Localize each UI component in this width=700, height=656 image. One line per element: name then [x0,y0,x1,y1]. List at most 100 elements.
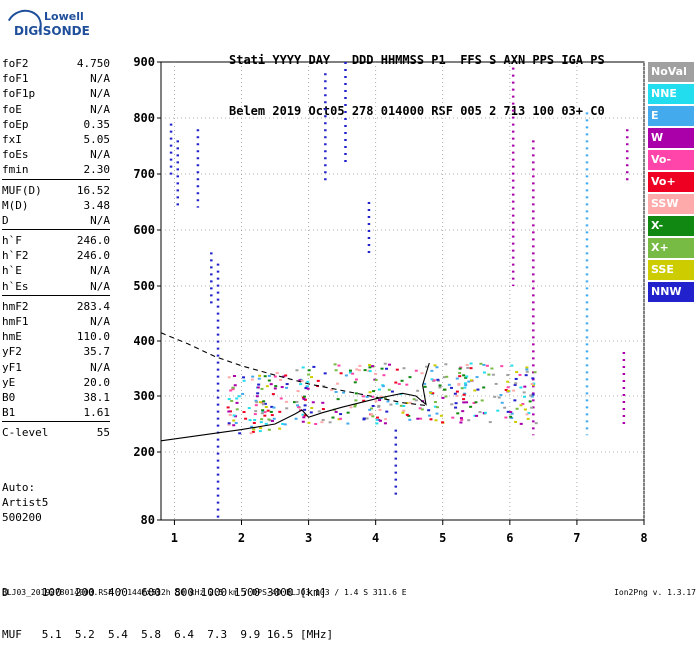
echo-point [455,377,459,380]
echo-point [504,416,508,419]
echo-point [244,417,248,420]
param-separator [2,178,110,180]
echo-point [275,371,279,374]
echo-point [462,393,466,396]
param-row: foF2 4.750 [2,56,110,71]
echo-point [331,416,335,419]
param-row: fxI 5.05 [2,132,110,147]
echo-point [254,399,258,402]
echo-point [256,392,260,395]
echo-point [377,388,381,391]
echo-point [532,382,536,385]
echo-point [272,417,276,420]
echo-point [462,401,466,404]
echo-point [514,382,518,385]
echo-point [525,366,529,369]
echo-point [339,413,343,416]
echo-point [355,368,359,371]
echo-point [284,400,288,403]
echo-point [260,387,264,390]
echo-point [227,422,231,425]
echo-point [394,381,398,384]
echo-point [251,375,255,378]
param-row: foE N/A [2,102,110,117]
param-value: N/A [90,315,110,328]
echo-point [354,392,358,395]
echo-point [500,365,504,368]
echo-point [526,417,530,420]
echo-point [453,392,457,395]
echo-point [445,375,449,378]
echo-point [490,367,494,370]
echo-point [522,395,526,398]
param-row: M(D) 3.48 [2,198,110,213]
echo-point [254,404,258,407]
echo-point [257,383,261,386]
echo-point [506,380,510,383]
param-name: h`Es [2,279,29,293]
echo-point [375,418,379,421]
echo-point [354,378,358,381]
echo-point [449,386,453,389]
echo-point [267,379,271,382]
footer-info: BLJ03_2019278014000.RSF / 144fx512h 50 k… [2,588,407,597]
legend-item: SSE [648,260,694,280]
echo-point [348,371,352,374]
echo-point [444,363,448,366]
version-label: Ion2Png v. 1.3.17 [614,588,696,597]
echo-point [304,387,308,390]
echo-point [337,418,341,421]
echo-point [462,398,466,401]
x-tick-label: 2 [238,531,245,545]
echo-point [531,377,535,380]
echo-point [266,409,270,412]
param-name: hmE [2,330,22,344]
x-tick-label: 8 [640,531,647,545]
x-tick-label: 3 [305,531,312,545]
legend-item: W [648,128,694,148]
echo-point [399,404,403,407]
echo-point [384,418,388,421]
echo-point [242,376,246,379]
echo-point [270,419,274,422]
echo-point [368,408,372,411]
echo-point [279,378,283,381]
param-row: foF1 N/A [2,71,110,86]
param-value: 246.0 [76,249,110,263]
echo-point [296,390,300,393]
echo-point [418,407,422,410]
echo-point [258,430,262,433]
echo-point [267,374,271,377]
echo-point [270,414,274,417]
echo-point [320,421,324,424]
param-value: 1.61 [83,406,111,420]
echo-point [282,375,286,378]
echo-point [232,414,236,417]
echo-point [416,389,420,392]
echo-point [476,388,480,391]
echo-point [378,399,382,402]
echo-point [371,395,375,398]
echo-point [465,363,469,366]
x-tick-label: 1 [171,531,178,545]
echo-point [427,409,431,412]
echo-point [307,369,311,372]
echo-point [237,395,241,398]
echo-point [433,405,437,408]
param-value: 5.05 [83,132,111,146]
echo-point [298,409,302,412]
muf-value-row: MUF 5.1 5.2 5.4 5.8 6.4 7.3 9.9 16.5 [MH… [2,628,334,641]
echo-point [460,418,464,421]
echo-point [475,376,479,379]
echo-point [295,369,299,372]
echo-point [388,363,392,366]
echo-point [518,373,522,376]
echo-point [438,384,442,387]
echo-point [263,375,267,378]
echo-point [252,428,256,431]
echo-point [374,372,378,375]
echo-point [463,386,467,389]
echo-point [387,388,391,391]
echo-point [227,410,231,413]
echo-point [238,432,242,435]
